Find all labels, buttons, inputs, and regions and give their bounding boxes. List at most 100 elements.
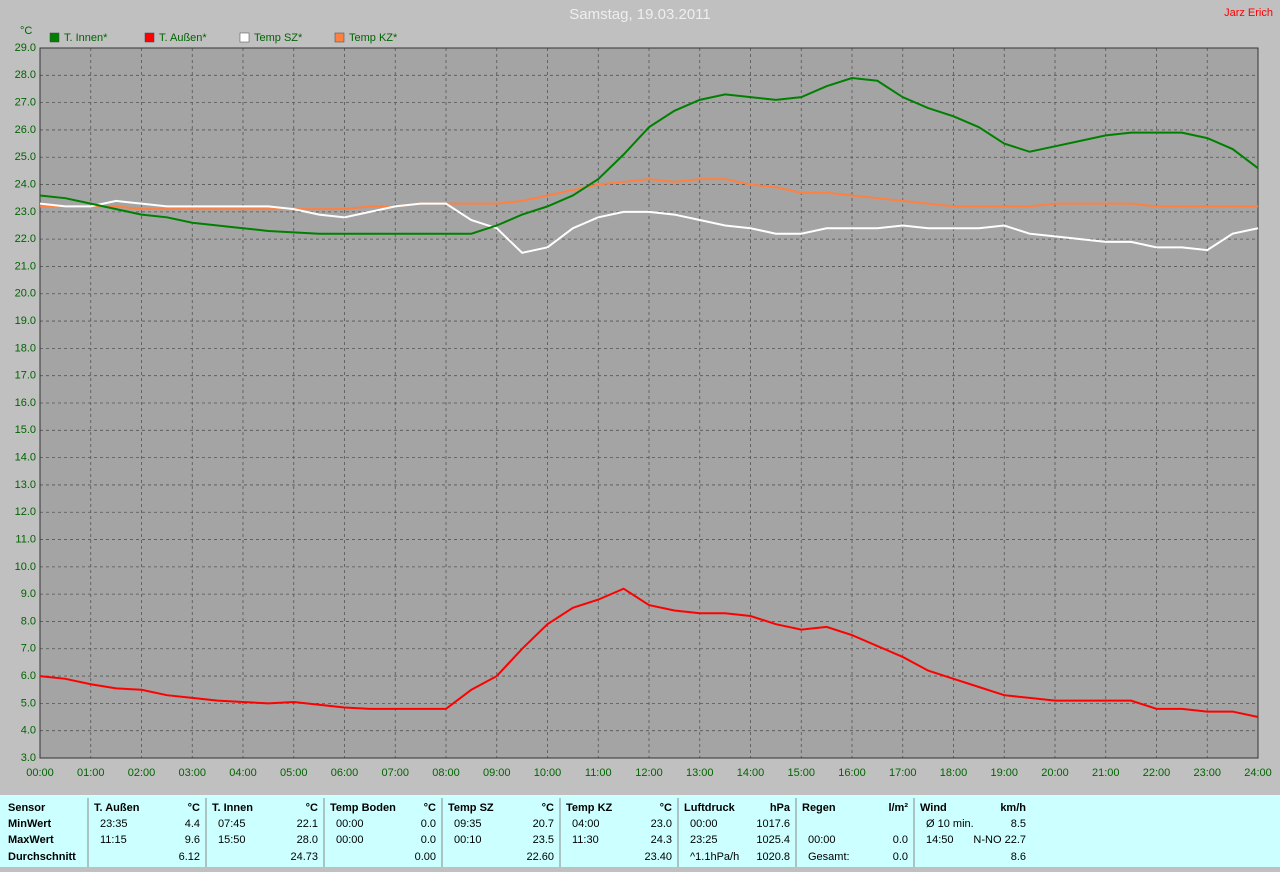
y-tick-label: 5.0: [21, 697, 36, 709]
cell-time: Ø 10 min.: [926, 818, 974, 830]
series-line: [39, 199, 1259, 254]
column-header: Sensor: [8, 802, 46, 814]
cell-value: 0.0: [893, 834, 908, 846]
cell-value: 1020.8: [756, 851, 790, 863]
x-tick-label: 06:00: [331, 767, 359, 779]
column-header: T. Innen: [212, 802, 253, 814]
y-tick-label: 13.0: [15, 479, 36, 491]
column-header: Wind: [920, 802, 947, 814]
column-header: Regen: [802, 802, 836, 814]
column-unit: °C: [542, 802, 554, 814]
cell-value: 22.60: [526, 851, 554, 863]
plot-frame: [39, 47, 1259, 759]
row-label: Durchschnitt: [8, 851, 76, 863]
column-unit: °C: [660, 802, 672, 814]
y-tick-label: 14.0: [15, 452, 36, 464]
column-header: Temp SZ: [448, 802, 494, 814]
cell-value: 9.6: [185, 834, 200, 846]
y-tick-label: 25.0: [15, 151, 36, 163]
cell-time: 11:30: [572, 834, 599, 846]
y-tick-label: 29.0: [15, 42, 36, 54]
cell-value: 1017.6: [756, 818, 790, 830]
y-tick-label: 3.0: [21, 752, 36, 764]
y-tick-label: 28.0: [15, 69, 36, 81]
x-tick-label: 19:00: [990, 767, 1018, 779]
legend-swatch: [49, 32, 60, 43]
table-background: [0, 795, 1280, 867]
cell-value: 23.40: [644, 851, 672, 863]
legend-label: T. Innen*: [64, 32, 108, 44]
y-tick-label: 16.0: [15, 397, 36, 409]
x-tick-label: 01:00: [77, 767, 105, 779]
y-tick-label: 12.0: [15, 506, 36, 518]
legend-label: Temp SZ*: [254, 32, 303, 44]
cell-value: 8.6: [1011, 851, 1026, 863]
y-tick-label: 17.0: [15, 370, 36, 382]
cell-time: 11:15: [100, 834, 127, 846]
column-header: Temp KZ: [566, 802, 613, 814]
x-tick-label: 23:00: [1193, 767, 1221, 779]
x-tick-label: 20:00: [1041, 767, 1069, 779]
x-tick-label: 24:00: [1244, 767, 1272, 779]
cell-value: N-NO 22.7: [973, 834, 1026, 846]
column-unit: °C: [424, 802, 436, 814]
column-unit: km/h: [1000, 802, 1026, 814]
cell-value: 1025.4: [756, 834, 790, 846]
column-header: Luftdruck: [684, 802, 736, 814]
cell-time: 09:35: [454, 818, 482, 830]
cell-time: 07:45: [218, 818, 246, 830]
chart-title: Samstag, 19.03.2011: [569, 6, 711, 23]
y-tick-label: 23.0: [15, 206, 36, 218]
cell-value: 8.5: [1011, 818, 1026, 830]
x-tick-label: 15:00: [787, 767, 815, 779]
y-tick-label: 27.0: [15, 97, 36, 109]
legend-label: T. Außen*: [159, 32, 207, 44]
y-tick-label: 22.0: [15, 233, 36, 245]
x-tick-label: 18:00: [940, 767, 968, 779]
cell-time: Gesamt:: [808, 851, 850, 863]
cell-value: 23.0: [651, 818, 672, 830]
column-unit: l/m²: [888, 802, 908, 814]
y-tick-label: 11.0: [15, 533, 36, 545]
series-line: [40, 178, 1258, 211]
x-tick-label: 05:00: [280, 767, 308, 779]
y-tick-label: 4.0: [21, 725, 36, 737]
legend-swatch: [334, 32, 345, 43]
x-tick-label: 12:00: [635, 767, 663, 779]
cell-time: 00:00: [690, 818, 718, 830]
cell-value: 24.73: [290, 851, 318, 863]
x-tick-label: 16:00: [838, 767, 866, 779]
row-label: MaxWert: [8, 834, 54, 846]
legend-swatch: [144, 32, 155, 43]
cell-time: 23:35: [100, 818, 128, 830]
cell-value: 28.0: [297, 834, 318, 846]
cell-value: 0.0: [421, 818, 436, 830]
x-tick-label: 08:00: [432, 767, 460, 779]
y-tick-label: 21.0: [15, 260, 36, 272]
y-tick-label: 6.0: [21, 670, 36, 682]
y-tick-label: 19.0: [15, 315, 36, 327]
y-tick-label: 8.0: [21, 615, 36, 627]
column-unit: °C: [188, 802, 200, 814]
cell-time: ^1.1hPa/h: [690, 851, 739, 863]
legend-label: Temp KZ*: [349, 32, 398, 44]
cell-value: 24.3: [651, 834, 672, 846]
x-tick-label: 09:00: [483, 767, 511, 779]
x-tick-label: 21:00: [1092, 767, 1120, 779]
cell-time: 00:10: [454, 834, 482, 846]
legend-swatch: [239, 32, 250, 43]
y-tick-label: 9.0: [21, 588, 36, 600]
y-tick-label: 7.0: [21, 643, 36, 655]
cell-value: 0.0: [421, 834, 436, 846]
y-tick-label: 26.0: [15, 124, 36, 136]
y-tick-label: 24.0: [15, 178, 36, 190]
y-tick-label: 20.0: [15, 288, 36, 300]
column-unit: °C: [306, 802, 318, 814]
author: Jarz Erich: [1224, 7, 1273, 19]
y-tick-label: 18.0: [15, 342, 36, 354]
cell-value: 0.00: [415, 851, 436, 863]
cell-value: 4.4: [185, 818, 200, 830]
cell-time: 14:50: [926, 834, 954, 846]
